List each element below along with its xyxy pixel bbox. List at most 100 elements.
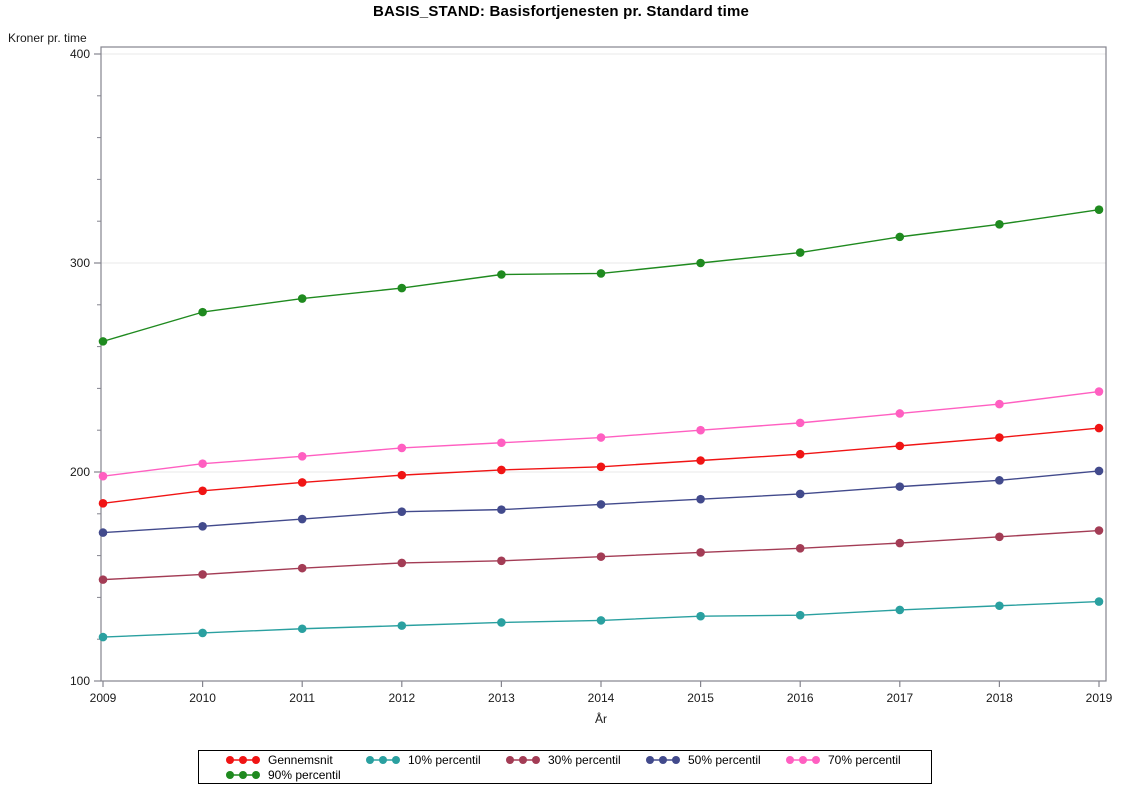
data-point — [696, 494, 705, 504]
data-point — [297, 478, 307, 487]
data-point — [98, 337, 108, 346]
data-point — [596, 269, 606, 278]
line-chart-plot: 100 200 300 400 2009 2010 2011 2012 2013 2014 2015… — [8, 31, 1113, 726]
data-point — [795, 610, 805, 620]
data-point — [596, 433, 606, 442]
data-point — [397, 283, 407, 293]
data-point — [397, 507, 407, 517]
x-tick-label: 2009 — [90, 691, 117, 705]
data-point — [895, 232, 905, 242]
data-point — [198, 570, 207, 579]
data-point — [497, 618, 506, 627]
legend-label: 90% percentil — [268, 767, 341, 782]
x-tick-label: 2015 — [687, 691, 714, 705]
legend-label: Gennemsnit — [268, 752, 333, 767]
data-point — [98, 632, 108, 642]
data-point — [895, 482, 905, 491]
legend-marker-icon — [226, 770, 260, 779]
data-point — [98, 499, 108, 508]
data-point — [1094, 423, 1104, 433]
data-point — [1094, 205, 1104, 215]
legend-label: 10% percentil — [408, 752, 481, 767]
legend-entry: 70% percentil — [785, 752, 925, 767]
data-point — [1094, 466, 1104, 476]
plot-frame — [100, 46, 1107, 682]
data-point — [98, 471, 108, 481]
x-tick-label: 2016 — [787, 691, 814, 705]
legend-marker-icon — [786, 755, 820, 764]
data-point — [596, 462, 606, 472]
data-point — [995, 399, 1004, 409]
y-tick-label: 400 — [70, 47, 90, 61]
data-point — [696, 425, 705, 435]
x-axis-title: År — [595, 711, 607, 726]
data-point — [596, 552, 606, 561]
legend-marker-icon — [506, 755, 540, 764]
data-point — [198, 459, 207, 468]
x-tick-label: 2013 — [488, 691, 515, 705]
legend-entry: 30% percentil — [505, 752, 645, 767]
legend-entry: 50% percentil — [645, 752, 785, 767]
data-point — [696, 456, 705, 465]
data-point — [497, 438, 506, 448]
x-tick-label: 2012 — [388, 691, 415, 705]
x-tick-label: 2017 — [886, 691, 913, 705]
data-point — [795, 418, 805, 428]
legend-marker-icon — [366, 755, 400, 764]
legend-marker-icon — [646, 755, 680, 764]
data-point — [795, 248, 805, 257]
y-tick-label: 300 — [70, 256, 90, 270]
y-axis-title: Kroner pr. time — [8, 31, 87, 45]
data-point — [497, 505, 506, 514]
legend-label: 50% percentil — [688, 752, 761, 767]
data-point — [696, 611, 705, 621]
data-point — [995, 433, 1004, 442]
data-point — [297, 563, 307, 573]
data-point — [497, 465, 506, 475]
data-point — [198, 486, 207, 496]
data-point — [795, 449, 805, 459]
data-point — [995, 532, 1004, 542]
data-point — [895, 605, 905, 615]
data-point — [1094, 387, 1104, 396]
data-point — [795, 489, 805, 499]
data-point — [696, 258, 705, 268]
data-point — [397, 443, 407, 453]
legend-entry: 10% percentil — [365, 752, 505, 767]
chart-title: BASIS_STAND: Basisfortjenesten pr. Stand… — [372, 3, 750, 20]
data-point — [297, 624, 307, 634]
data-point — [995, 220, 1004, 229]
data-point — [397, 470, 407, 480]
data-point — [297, 452, 307, 461]
x-tick-label: 2019 — [1086, 691, 1113, 705]
data-point — [198, 628, 207, 638]
legend-entry: 90% percentil — [225, 767, 365, 782]
data-point — [297, 294, 307, 303]
data-point — [497, 556, 506, 566]
data-point — [198, 522, 207, 531]
chart-legend: Gennemsnit 10% percentil 30% percentil 50% … — [198, 750, 932, 784]
data-point — [895, 409, 905, 418]
data-point — [198, 307, 207, 317]
data-point — [1094, 526, 1104, 535]
data-point — [397, 621, 407, 630]
data-point — [98, 528, 108, 537]
data-point — [98, 575, 108, 584]
y-tick-label: 100 — [70, 674, 90, 688]
x-tick-label: 2011 — [289, 691, 315, 705]
data-point — [795, 543, 805, 553]
data-point — [995, 476, 1004, 485]
data-point — [596, 616, 606, 625]
data-point — [497, 270, 506, 279]
x-tick-label: 2014 — [588, 691, 615, 705]
data-point — [895, 441, 905, 451]
data-point — [297, 514, 307, 524]
data-point — [596, 500, 606, 509]
data-point — [895, 538, 905, 548]
y-tick-label: 200 — [70, 465, 90, 479]
legend-label: 70% percentil — [828, 752, 901, 767]
legend-marker-icon — [226, 755, 260, 764]
x-tick-label: 2010 — [189, 691, 216, 705]
data-point — [1094, 597, 1104, 606]
